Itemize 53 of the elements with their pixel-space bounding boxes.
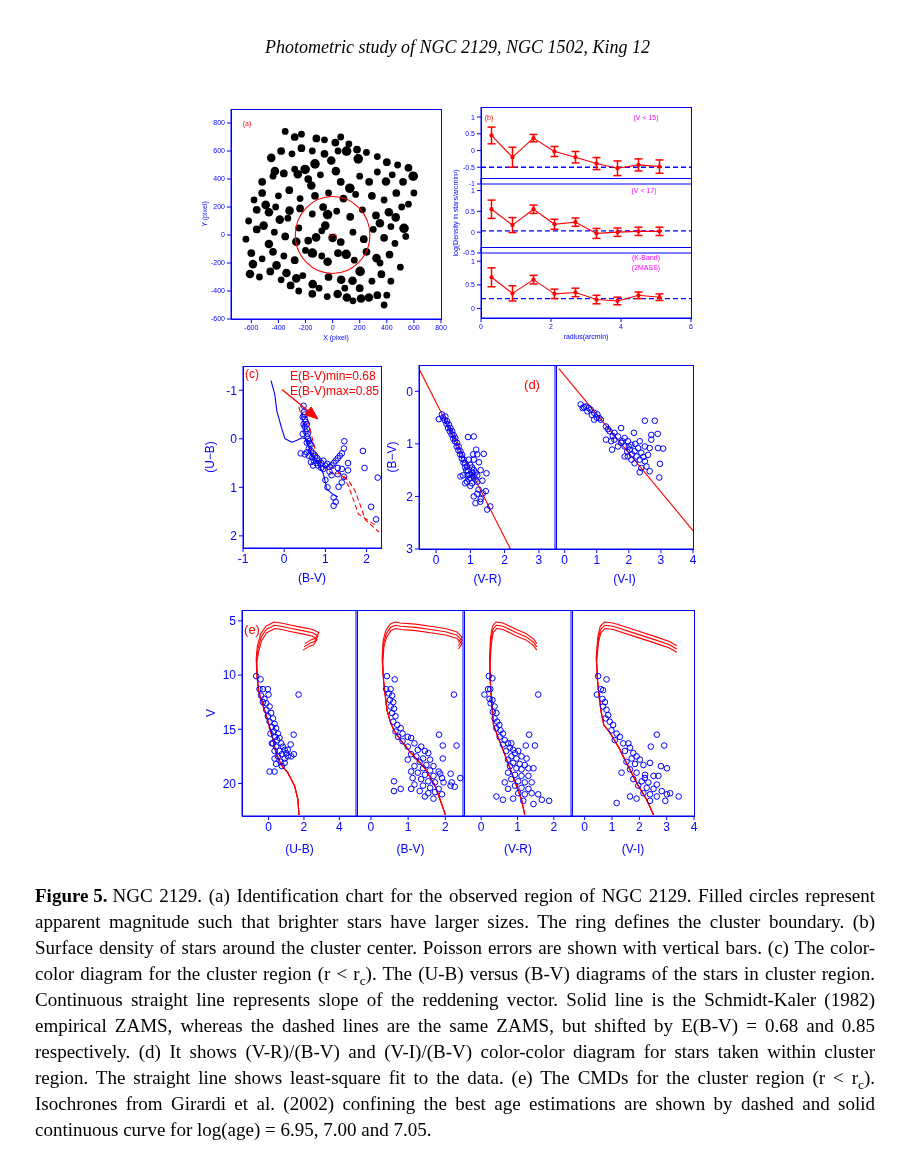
x-tick-label: 2 [625,552,633,567]
text: Photometric study of NGC 2129, NGC 1502, King 12 [264,36,651,58]
x-axis-title: (U-B) [285,842,314,856]
x-tick-label: 1 [608,819,616,834]
x-axis-title: (V-R) [504,842,532,856]
annotation: (e) [244,621,260,637]
x-tick-label: 3 [663,819,671,834]
x-tick-label: 4 [690,819,698,834]
x-tick-label: 1 [322,551,330,566]
y-tick-label: 0 [230,432,238,447]
x-tick-label: 2 [300,819,308,834]
y-tick-label: 1 [406,437,414,452]
text: NGC 2129. (a) Identification chart for the observed region of NGC 2129. Filled circles represent [112,884,875,908]
y-axis-title: V [204,708,218,718]
x-tick-label: 2 [442,819,450,834]
y-tick-label: 0 [406,384,414,399]
x-tick-label: 0 [561,552,569,567]
x-tick-label: 2 [363,551,371,566]
x-tick-label: 2 [550,819,558,834]
y-tick-label: 10 [222,668,237,683]
annotation: (c) [245,367,259,381]
x-tick-label: 1 [514,819,522,834]
x-tick-label: 0 [280,551,288,566]
x-axis-title: (B-V) [298,571,326,585]
x-axis-title: (V-I) [621,842,645,856]
annotation: E(B-V)min=0.68 [290,369,376,383]
y-tick-label: 2 [230,529,238,544]
annotation: E(B-V)max=0.85 [290,384,380,398]
x-tick-label: 2 [635,819,643,834]
x-tick-label: 4 [335,819,343,834]
x-tick-label: 4 [689,552,697,567]
x-tick-label: 1 [593,552,601,567]
y-tick-label: 5 [229,614,237,629]
y-tick-label: 2 [406,489,414,504]
x-tick-label: 0 [581,819,589,834]
y-tick-label: 1 [230,480,238,495]
x-tick-label: 0 [265,819,273,834]
x-tick-label: 0 [432,552,440,567]
x-tick-label: 0 [367,819,375,834]
x-tick-label: 3 [535,552,543,567]
x-axis-title: (V-I) [613,572,636,586]
x-axis-title: (B-V) [396,842,425,856]
y-axis-title: (B−V) [385,441,399,473]
y-tick-label: 20 [222,776,237,791]
caption: Figure 5. [35,884,108,908]
x-tick-label: 2 [501,552,509,567]
x-tick-label: 3 [657,552,665,567]
y-tick-label: -1 [226,383,238,398]
text: apparent magnitude such that brighter stars have larger sizes. The ring defines the cluster boundary. (b) Surface density of stars around the cluster center. Poisson errors are shown with vertical bars. (c) The color-color diagram for the cluster region (r < r$_{c}$). The (U-B) versus (B-V) diagrams of the stars in cluster region. Continuous straight line represents slope of the reddening vector. Solid line is the Schmidt-Kaler (1982) empirical ZAMS, whereas the dashed lines are the same ZAMS, but shifted by E(B-V) = 0.68 and 0.85 respectively. (d) It shows (V-R)/(B-V) and (V-I)/(B-V) color-color diagram for stars taken within cluster region. The straight line shows least-square fit to the data. (e) The CMDs for the cluster region (r < r$_{c}$). Isochrones from Girardi et al. (2002) confining the best age estimations are shown by dashed and solid continuous curve for log(age) = 6.95, 7.00 and 7.05. [35,911,875,1140]
y-axis-title: (U−B) [203,441,217,473]
x-axis-title: (V-R) [473,572,502,586]
y-tick-label: 15 [222,722,237,737]
annotation: (d) [524,376,540,392]
